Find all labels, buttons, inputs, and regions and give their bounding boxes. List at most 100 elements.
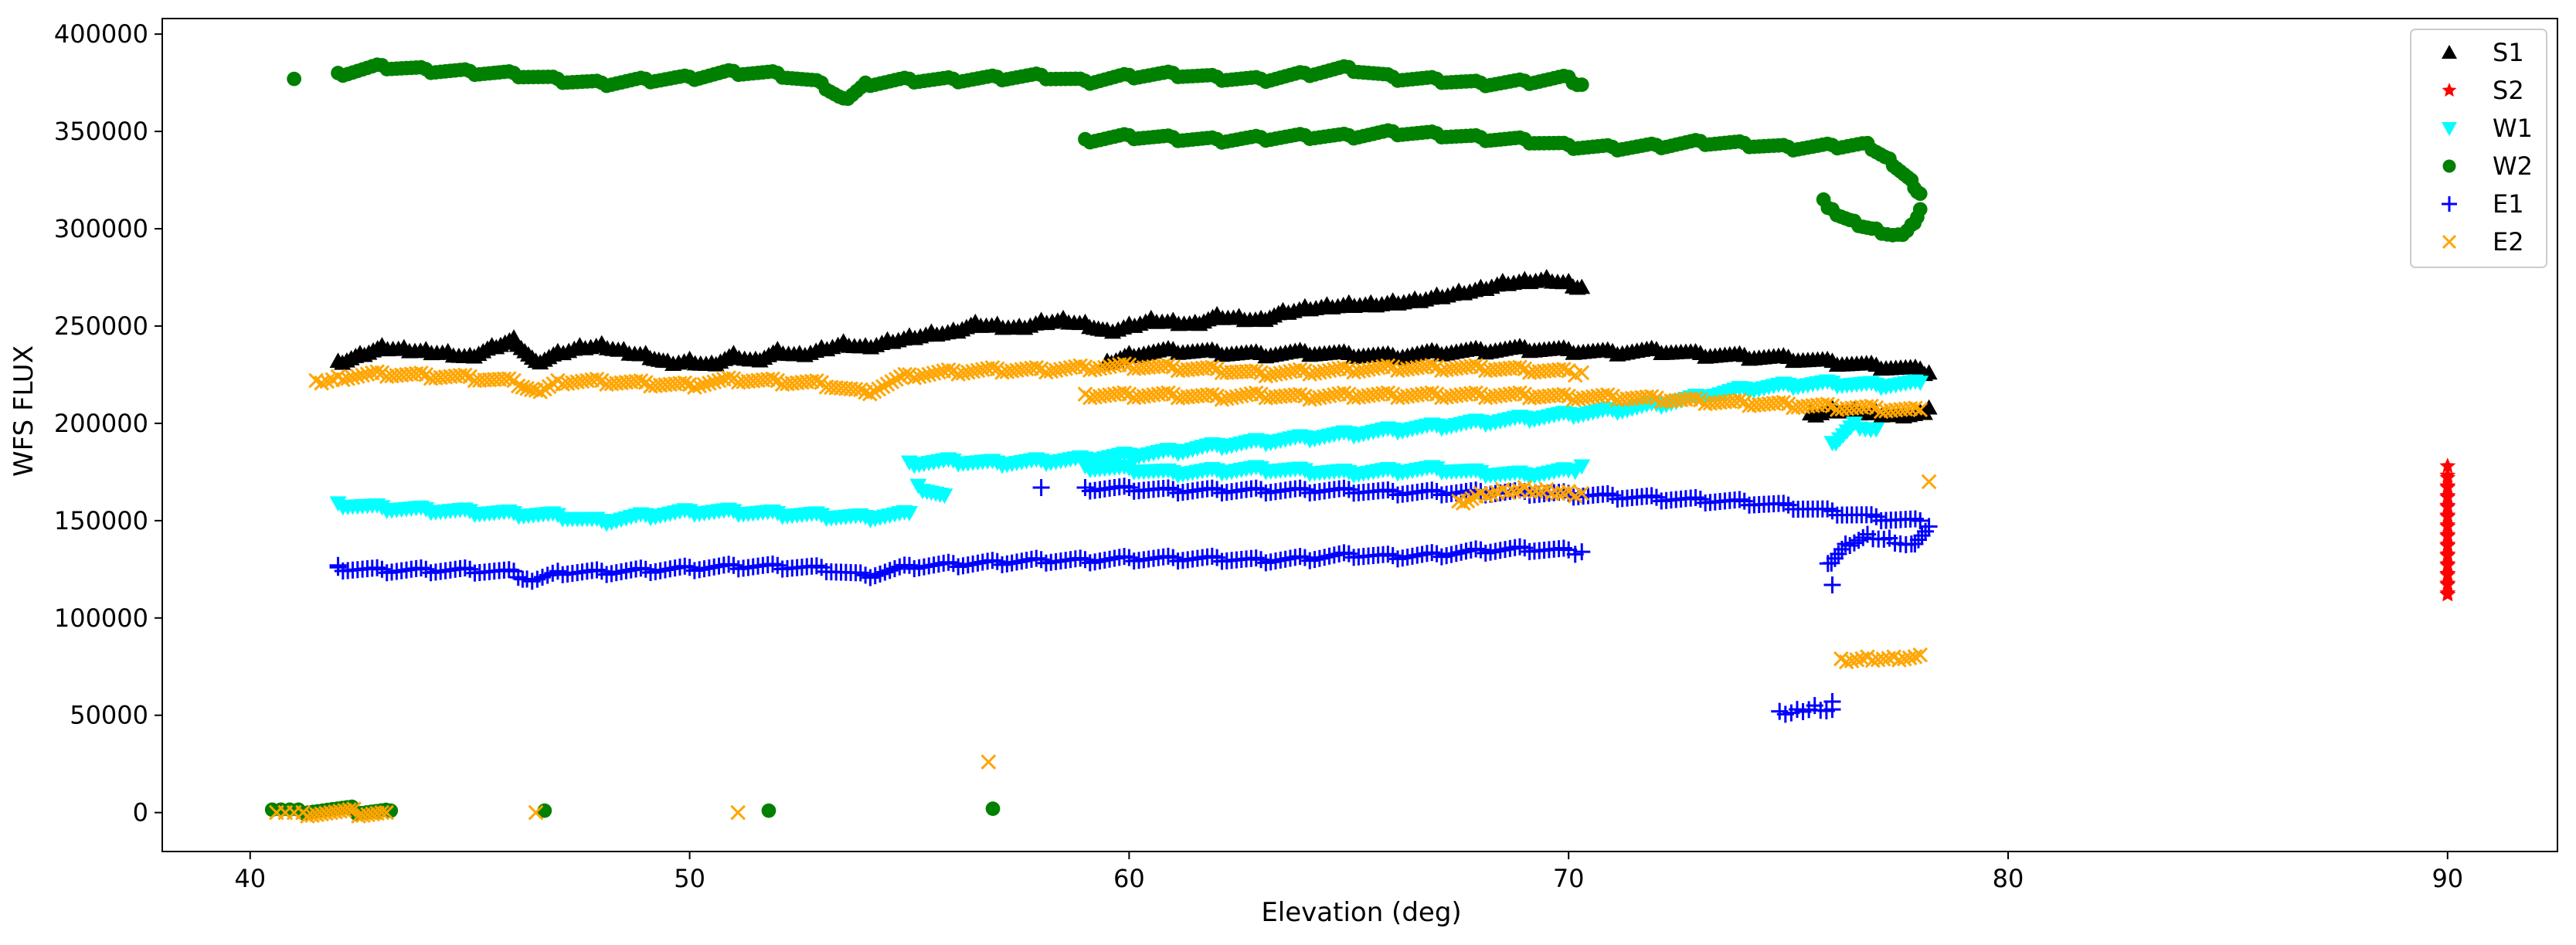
data-point bbox=[852, 382, 868, 398]
data-point bbox=[706, 374, 722, 390]
legend-item-w2: W2 bbox=[2442, 151, 2533, 181]
axes-frame bbox=[161, 18, 2558, 852]
data-point bbox=[2439, 565, 2456, 581]
legend-label: E2 bbox=[2493, 227, 2524, 257]
data-point bbox=[1336, 385, 1352, 401]
data-point bbox=[1573, 543, 1591, 561]
legend-marker bbox=[2442, 159, 2456, 173]
data-point bbox=[1248, 363, 1264, 379]
data-point bbox=[1909, 531, 1927, 549]
data-point bbox=[1561, 484, 1577, 499]
data-point bbox=[2439, 516, 2456, 532]
data-point bbox=[1823, 576, 1841, 593]
data-point bbox=[730, 804, 746, 821]
data-point bbox=[1555, 485, 1571, 501]
data-point bbox=[532, 384, 549, 399]
data-point bbox=[1687, 390, 1704, 406]
data-point bbox=[287, 71, 301, 87]
data-point bbox=[884, 374, 900, 389]
data-point bbox=[1912, 376, 1929, 391]
data-point bbox=[1483, 486, 1500, 502]
legend-marker bbox=[2442, 83, 2457, 97]
data-point bbox=[2439, 584, 2456, 600]
data-point bbox=[2439, 526, 2456, 542]
series-e2 bbox=[269, 355, 1937, 824]
data-point bbox=[1424, 385, 1440, 401]
data-point bbox=[537, 381, 552, 397]
x-axis-ticks: 40 50 60 70 80 90 bbox=[234, 852, 2463, 893]
data-point bbox=[980, 754, 997, 770]
data-point bbox=[1841, 537, 1859, 555]
data-point bbox=[379, 804, 394, 821]
data-point bbox=[1555, 361, 1572, 377]
legend-marker bbox=[2442, 196, 2457, 212]
series-w2 bbox=[264, 57, 1928, 821]
x-tick-label: 60 bbox=[1113, 864, 1145, 893]
data-point bbox=[866, 383, 882, 399]
data-point bbox=[861, 386, 878, 402]
data-point bbox=[1920, 518, 1938, 535]
data-point bbox=[1028, 359, 1045, 376]
data-point bbox=[2439, 507, 2456, 522]
legend-marker bbox=[2442, 45, 2457, 59]
data-point bbox=[2439, 467, 2456, 483]
data-point bbox=[457, 367, 473, 383]
data-point bbox=[1845, 534, 1863, 552]
data-point bbox=[2439, 546, 2456, 562]
data-point bbox=[501, 371, 517, 386]
data-point bbox=[589, 371, 605, 387]
data-point bbox=[633, 373, 649, 389]
y-tick-label: 200000 bbox=[54, 409, 148, 438]
data-point bbox=[2439, 497, 2456, 513]
data-point bbox=[711, 372, 727, 389]
data-point bbox=[1248, 385, 1264, 401]
data-point bbox=[1032, 479, 1050, 497]
legend-label: W1 bbox=[2493, 114, 2533, 143]
data-point bbox=[1292, 386, 1308, 403]
legend-label: W2 bbox=[2493, 151, 2533, 181]
data-point bbox=[1912, 402, 1929, 418]
data-point bbox=[721, 370, 736, 386]
legend-label: S1 bbox=[2493, 38, 2524, 67]
data-point bbox=[2439, 478, 2456, 494]
data-point bbox=[897, 366, 913, 382]
data-point bbox=[687, 379, 702, 396]
data-point bbox=[1512, 385, 1528, 401]
legend-label: S2 bbox=[2493, 76, 2524, 105]
data-point bbox=[1512, 359, 1528, 376]
data-point bbox=[1555, 386, 1572, 403]
data-point bbox=[1116, 385, 1132, 401]
data-point bbox=[848, 382, 864, 397]
legend-marker bbox=[2442, 122, 2457, 136]
series-w1 bbox=[329, 374, 1929, 532]
data-point bbox=[1573, 278, 1591, 294]
legend-item-s2: S2 bbox=[2442, 76, 2524, 105]
data-point bbox=[510, 378, 526, 394]
x-axis-label: Elevation (deg) bbox=[1261, 897, 1461, 928]
data-point bbox=[1072, 358, 1089, 374]
data-point bbox=[1573, 459, 1591, 475]
data-point bbox=[1907, 649, 1923, 665]
data-point bbox=[985, 801, 1001, 816]
data-point bbox=[1561, 363, 1577, 379]
y-tick-label: 300000 bbox=[54, 214, 148, 243]
data-point bbox=[809, 373, 824, 389]
y-tick-label: 250000 bbox=[54, 311, 148, 341]
data-point bbox=[1478, 488, 1494, 504]
legend-item-w1: W1 bbox=[2442, 114, 2533, 143]
legend-item-e1: E1 bbox=[2442, 189, 2524, 219]
data-point bbox=[879, 376, 895, 393]
series-s2 bbox=[2439, 457, 2456, 602]
data-point bbox=[329, 556, 347, 574]
legend-marker bbox=[2442, 234, 2457, 250]
data-point bbox=[765, 371, 780, 387]
data-point bbox=[319, 373, 335, 389]
data-point bbox=[1867, 422, 1885, 438]
data-point bbox=[509, 569, 527, 586]
x-tick-label: 50 bbox=[674, 864, 705, 893]
legend-box bbox=[2410, 29, 2547, 268]
data-point bbox=[1820, 396, 1836, 413]
data-point bbox=[900, 505, 918, 522]
x-tick-label: 70 bbox=[1553, 864, 1585, 893]
data-point bbox=[1380, 385, 1396, 401]
